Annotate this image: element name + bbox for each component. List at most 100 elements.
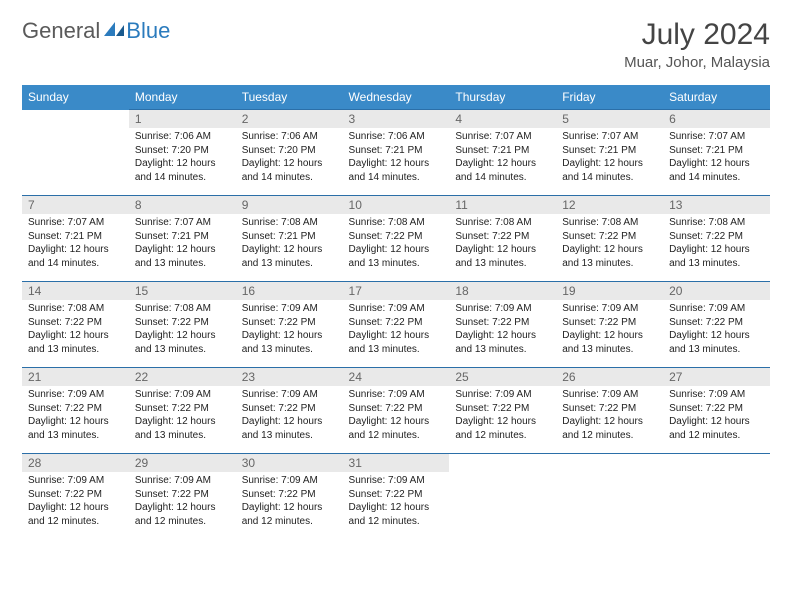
day-details: Sunrise: 7:07 AMSunset: 7:21 PMDaylight:… (663, 128, 770, 188)
location-label: Muar, Johor, Malaysia (624, 54, 770, 71)
calendar-day-cell: 14Sunrise: 7:08 AMSunset: 7:22 PMDayligh… (22, 282, 129, 368)
daylight-line: Daylight: 12 hours and 13 minutes. (349, 243, 444, 270)
sunset-line: Sunset: 7:22 PM (455, 402, 550, 416)
sunset-line: Sunset: 7:22 PM (562, 402, 657, 416)
day-number: 22 (129, 368, 236, 386)
daylight-line: Daylight: 12 hours and 12 minutes. (562, 415, 657, 442)
calendar-day-cell: 16Sunrise: 7:09 AMSunset: 7:22 PMDayligh… (236, 282, 343, 368)
daylight-line: Daylight: 12 hours and 13 minutes. (669, 243, 764, 270)
day-details: Sunrise: 7:09 AMSunset: 7:22 PMDaylight:… (556, 386, 663, 446)
daylight-line: Daylight: 12 hours and 14 minutes. (28, 243, 123, 270)
calendar-empty-cell (449, 454, 556, 540)
sunrise-line: Sunrise: 7:09 AM (455, 388, 550, 402)
day-number: 30 (236, 454, 343, 472)
day-details: Sunrise: 7:08 AMSunset: 7:22 PMDaylight:… (343, 214, 450, 274)
day-number: 2 (236, 110, 343, 128)
sunset-line: Sunset: 7:22 PM (242, 402, 337, 416)
sunrise-line: Sunrise: 7:08 AM (242, 216, 337, 230)
day-details: Sunrise: 7:08 AMSunset: 7:22 PMDaylight:… (663, 214, 770, 274)
sunset-line: Sunset: 7:22 PM (135, 488, 230, 502)
sunrise-line: Sunrise: 7:09 AM (349, 302, 444, 316)
sunset-line: Sunset: 7:22 PM (669, 316, 764, 330)
day-number: 9 (236, 196, 343, 214)
daylight-line: Daylight: 12 hours and 14 minutes. (562, 157, 657, 184)
day-number: 27 (663, 368, 770, 386)
sunset-line: Sunset: 7:21 PM (455, 144, 550, 158)
sunset-line: Sunset: 7:20 PM (242, 144, 337, 158)
day-details: Sunrise: 7:09 AMSunset: 7:22 PMDaylight:… (129, 386, 236, 446)
day-number: 4 (449, 110, 556, 128)
calendar-day-cell: 8Sunrise: 7:07 AMSunset: 7:21 PMDaylight… (129, 196, 236, 282)
day-number: 15 (129, 282, 236, 300)
sunrise-line: Sunrise: 7:09 AM (669, 388, 764, 402)
day-number: 26 (556, 368, 663, 386)
weekday-header: Friday (556, 85, 663, 110)
daylight-line: Daylight: 12 hours and 13 minutes. (455, 243, 550, 270)
day-details: Sunrise: 7:08 AMSunset: 7:21 PMDaylight:… (236, 214, 343, 274)
day-number: 20 (663, 282, 770, 300)
sunset-line: Sunset: 7:22 PM (349, 402, 444, 416)
day-number: 17 (343, 282, 450, 300)
calendar-day-cell: 6Sunrise: 7:07 AMSunset: 7:21 PMDaylight… (663, 110, 770, 196)
calendar-day-cell: 28Sunrise: 7:09 AMSunset: 7:22 PMDayligh… (22, 454, 129, 540)
day-details: Sunrise: 7:09 AMSunset: 7:22 PMDaylight:… (663, 386, 770, 446)
calendar-day-cell: 3Sunrise: 7:06 AMSunset: 7:21 PMDaylight… (343, 110, 450, 196)
sunrise-line: Sunrise: 7:08 AM (455, 216, 550, 230)
day-details: Sunrise: 7:09 AMSunset: 7:22 PMDaylight:… (343, 386, 450, 446)
daylight-line: Daylight: 12 hours and 13 minutes. (349, 329, 444, 356)
daylight-line: Daylight: 12 hours and 13 minutes. (562, 243, 657, 270)
sunrise-line: Sunrise: 7:09 AM (242, 388, 337, 402)
sunrise-line: Sunrise: 7:09 AM (562, 302, 657, 316)
day-details: Sunrise: 7:09 AMSunset: 7:22 PMDaylight:… (236, 300, 343, 360)
daylight-line: Daylight: 12 hours and 12 minutes. (455, 415, 550, 442)
day-details: Sunrise: 7:09 AMSunset: 7:22 PMDaylight:… (663, 300, 770, 360)
day-number: 19 (556, 282, 663, 300)
sunset-line: Sunset: 7:22 PM (28, 316, 123, 330)
calendar-day-cell: 9Sunrise: 7:08 AMSunset: 7:21 PMDaylight… (236, 196, 343, 282)
day-number: 14 (22, 282, 129, 300)
day-details: Sunrise: 7:06 AMSunset: 7:20 PMDaylight:… (236, 128, 343, 188)
brand-part1: General (22, 18, 100, 44)
sunrise-line: Sunrise: 7:09 AM (669, 302, 764, 316)
sunrise-line: Sunrise: 7:08 AM (28, 302, 123, 316)
day-details: Sunrise: 7:09 AMSunset: 7:22 PMDaylight:… (343, 472, 450, 532)
sunrise-line: Sunrise: 7:07 AM (455, 130, 550, 144)
calendar-day-cell: 10Sunrise: 7:08 AMSunset: 7:22 PMDayligh… (343, 196, 450, 282)
sunrise-line: Sunrise: 7:09 AM (349, 474, 444, 488)
weekday-header: Monday (129, 85, 236, 110)
sunset-line: Sunset: 7:22 PM (455, 316, 550, 330)
day-number: 28 (22, 454, 129, 472)
calendar-day-cell: 5Sunrise: 7:07 AMSunset: 7:21 PMDaylight… (556, 110, 663, 196)
sunset-line: Sunset: 7:22 PM (242, 316, 337, 330)
day-number: 13 (663, 196, 770, 214)
weekday-header: Tuesday (236, 85, 343, 110)
daylight-line: Daylight: 12 hours and 12 minutes. (28, 501, 123, 528)
day-number: 1 (129, 110, 236, 128)
calendar-day-cell: 25Sunrise: 7:09 AMSunset: 7:22 PMDayligh… (449, 368, 556, 454)
day-details: Sunrise: 7:08 AMSunset: 7:22 PMDaylight:… (22, 300, 129, 360)
calendar-day-cell: 15Sunrise: 7:08 AMSunset: 7:22 PMDayligh… (129, 282, 236, 368)
calendar-week-row: 14Sunrise: 7:08 AMSunset: 7:22 PMDayligh… (22, 282, 770, 368)
sunrise-line: Sunrise: 7:06 AM (242, 130, 337, 144)
day-details: Sunrise: 7:07 AMSunset: 7:21 PMDaylight:… (129, 214, 236, 274)
sunrise-line: Sunrise: 7:08 AM (349, 216, 444, 230)
day-details: Sunrise: 7:08 AMSunset: 7:22 PMDaylight:… (129, 300, 236, 360)
day-details: Sunrise: 7:06 AMSunset: 7:21 PMDaylight:… (343, 128, 450, 188)
day-details: Sunrise: 7:06 AMSunset: 7:20 PMDaylight:… (129, 128, 236, 188)
daylight-line: Daylight: 12 hours and 13 minutes. (28, 415, 123, 442)
calendar-week-row: 7Sunrise: 7:07 AMSunset: 7:21 PMDaylight… (22, 196, 770, 282)
sunrise-line: Sunrise: 7:06 AM (135, 130, 230, 144)
calendar-empty-cell (556, 454, 663, 540)
daylight-line: Daylight: 12 hours and 12 minutes. (349, 501, 444, 528)
day-details: Sunrise: 7:09 AMSunset: 7:22 PMDaylight:… (129, 472, 236, 532)
weekday-header: Wednesday (343, 85, 450, 110)
sunrise-line: Sunrise: 7:08 AM (562, 216, 657, 230)
daylight-line: Daylight: 12 hours and 13 minutes. (242, 415, 337, 442)
sunset-line: Sunset: 7:21 PM (28, 230, 123, 244)
sunset-line: Sunset: 7:22 PM (562, 316, 657, 330)
sunrise-line: Sunrise: 7:07 AM (562, 130, 657, 144)
day-details: Sunrise: 7:09 AMSunset: 7:22 PMDaylight:… (236, 386, 343, 446)
daylight-line: Daylight: 12 hours and 13 minutes. (135, 415, 230, 442)
day-number: 24 (343, 368, 450, 386)
daylight-line: Daylight: 12 hours and 14 minutes. (135, 157, 230, 184)
